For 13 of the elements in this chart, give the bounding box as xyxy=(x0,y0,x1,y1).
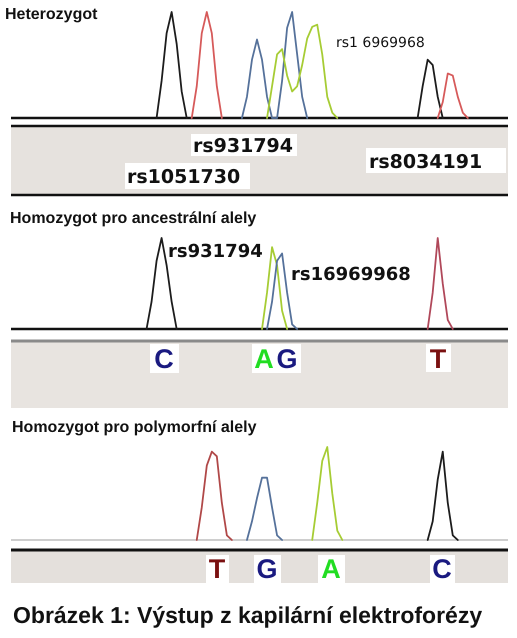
text: rs1051730 xyxy=(127,166,240,188)
text: A xyxy=(321,554,341,584)
annotation: rs931794 xyxy=(168,241,263,262)
text: Obrázek 1: Výstup z kapilární elektroforézy xyxy=(13,602,482,628)
text: T xyxy=(430,344,447,374)
chart-title: Heterozygot xyxy=(5,6,98,23)
text: rs8034191 xyxy=(369,151,482,173)
annotation: rs16969968 xyxy=(291,264,411,285)
text: T xyxy=(208,554,226,584)
annotation: rs1 6969968 xyxy=(336,35,425,51)
text: C xyxy=(154,344,174,374)
chart-title: Homozygot pro ancestrální alely xyxy=(10,210,256,227)
chart-title: Homozygot pro polymorfní alely xyxy=(12,419,257,436)
